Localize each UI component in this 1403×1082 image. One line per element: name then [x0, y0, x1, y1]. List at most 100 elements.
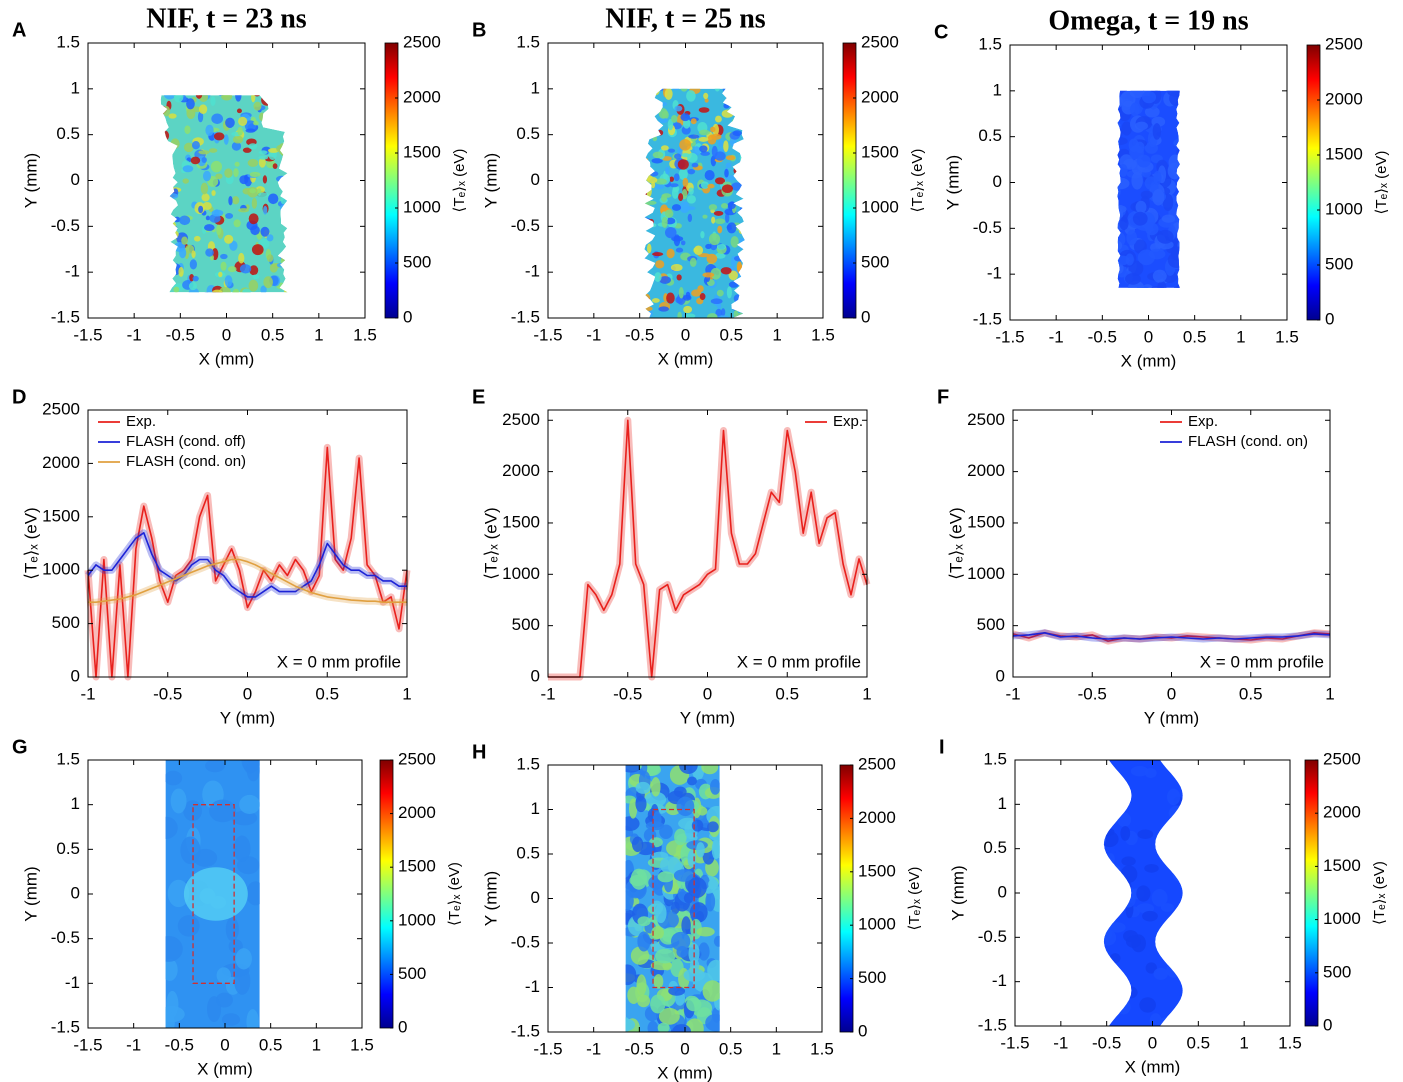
image-spot: [238, 252, 245, 264]
image-spot: [220, 261, 227, 271]
x-axis-label: X (mm): [197, 1059, 253, 1078]
image-spot: [224, 275, 233, 287]
image-spot: [644, 293, 651, 303]
image-spot: [707, 183, 715, 189]
colorbar-tick-label: 2000: [403, 87, 441, 106]
image-spot: [627, 986, 640, 1004]
x-tick-label: -0.5: [1088, 327, 1117, 346]
image-spot: [657, 129, 664, 136]
image-spot: [680, 113, 690, 122]
image-spot: [666, 292, 675, 304]
image-spot: [282, 120, 288, 131]
image-spot: [728, 270, 738, 281]
x-tick-label: -0.5: [165, 1035, 194, 1054]
image-spot: [635, 241, 642, 249]
image-spot: [687, 776, 697, 786]
x-axis-label: Y (mm): [680, 708, 735, 727]
image-spot: [249, 171, 261, 177]
y-tick-label: 0.5: [516, 843, 540, 862]
colorbar-tick-label: 1500: [1325, 144, 1363, 163]
image-spot: [676, 796, 695, 817]
image-spot: [1152, 123, 1162, 140]
image-spot: [705, 243, 712, 250]
image-spot: [726, 96, 732, 106]
image-spot: [655, 260, 665, 269]
image-spot: [631, 170, 637, 180]
image-spot: [1171, 246, 1180, 261]
image-spot: [160, 137, 166, 150]
x-axis-label: X (mm): [657, 1063, 713, 1082]
image-spot: [733, 255, 745, 262]
legend-label: Exp.: [1188, 413, 1218, 430]
y-tick-label: -0.5: [51, 928, 80, 947]
image-spot: [291, 114, 296, 120]
image-spot: [675, 909, 691, 919]
image-spot: [644, 158, 649, 163]
image-spot: [162, 154, 173, 159]
panel-letter: I: [939, 736, 945, 758]
image-spot: [1132, 211, 1148, 226]
image-spot: [161, 232, 171, 238]
image-spot: [164, 229, 176, 234]
image-spot: [700, 151, 711, 156]
image-spot: [740, 203, 745, 214]
colorbar-tick-label: 2000: [861, 87, 899, 106]
image-spot: [291, 200, 299, 209]
image-spot: [637, 184, 642, 188]
image-spot: [1125, 935, 1141, 948]
image-spot: [282, 207, 288, 216]
image-spot: [253, 120, 259, 126]
image-spot: [739, 223, 745, 229]
x-tick-label: 1: [314, 325, 323, 344]
image-spot: [1130, 765, 1149, 777]
image-spot: [224, 234, 234, 244]
image-spot: [206, 996, 222, 1023]
x-tick-label: -0.5: [625, 1039, 654, 1058]
image-spot: [666, 248, 675, 259]
image-spot: [288, 107, 300, 114]
image-spot: [674, 828, 687, 846]
image-spot: [697, 285, 704, 293]
y-tick-label: 0: [71, 666, 80, 685]
image-spot: [733, 165, 744, 176]
x-tick-label: 0: [1148, 1033, 1157, 1052]
image-spot: [184, 125, 191, 135]
image-spot: [734, 92, 742, 102]
image-spot: [160, 173, 162, 179]
y-tick-label: -1.5: [51, 307, 80, 326]
image-spot: [160, 106, 164, 119]
image-spot: [249, 265, 259, 276]
image-spot: [1117, 999, 1131, 1015]
colorbar-tick-label: 0: [1323, 1015, 1332, 1034]
image-spot: [634, 179, 640, 184]
image-spot: [288, 139, 296, 148]
image-spot: [631, 242, 639, 250]
image-spot: [644, 88, 650, 94]
x-tick-label: 1: [1325, 684, 1334, 703]
image-spot: [711, 145, 718, 158]
image-spot: [1117, 812, 1132, 828]
image-spot: [248, 143, 258, 150]
image-spot: [673, 786, 687, 798]
colorbar-tick-label: 1500: [403, 142, 441, 161]
image-spot: [1152, 189, 1165, 206]
image-region: [160, 95, 300, 293]
panel-title: NIF, t = 23 ns: [146, 3, 307, 34]
image-spot: [1172, 868, 1183, 883]
image-spot: [716, 244, 727, 250]
colorbar-tick-label: 2000: [398, 803, 436, 822]
image-spot: [205, 215, 211, 221]
image-spot: [661, 216, 668, 228]
y-tick-label: 1000: [502, 564, 540, 583]
image-spot: [707, 821, 719, 833]
legend-label: FLASH (cond. on): [126, 453, 246, 470]
image-spot: [690, 118, 697, 125]
image-spot: [238, 208, 249, 213]
image-spot: [1103, 781, 1109, 800]
image-spot: [741, 95, 745, 104]
image-spot: [1166, 962, 1182, 978]
image-spot: [160, 235, 170, 247]
x-tick-label: 0: [680, 1039, 689, 1058]
colorbar-tick-label: 500: [861, 252, 889, 271]
x-tick-label: 0.5: [261, 325, 285, 344]
